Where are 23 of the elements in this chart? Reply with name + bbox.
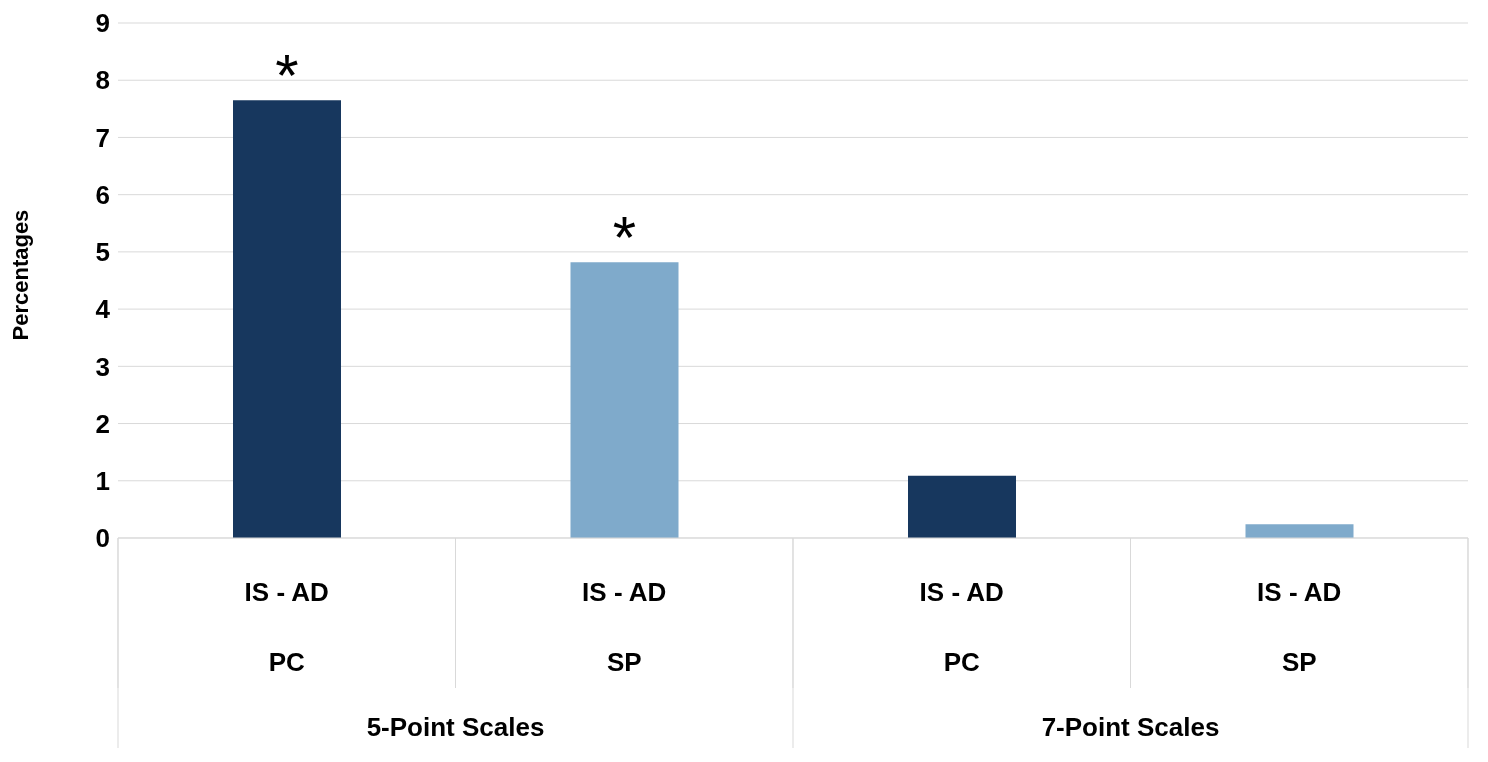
bar <box>1245 524 1354 538</box>
y-axis-title: Percentages <box>7 209 33 341</box>
y-tick-label: 4 <box>95 294 111 325</box>
y-tick-label: 3 <box>95 351 110 382</box>
bar <box>908 475 1016 538</box>
y-tick-label: 5 <box>95 237 110 268</box>
category-label: IS - AD SP <box>582 577 667 677</box>
data-label: * <box>612 204 637 272</box>
y-tick-label: 1 <box>95 466 110 497</box>
y-tick-label: 6 <box>95 179 110 210</box>
bar <box>570 262 679 538</box>
text: 7-Point Scales <box>1041 712 1220 742</box>
category-label: IS - AD PC <box>919 577 1004 677</box>
y-tick-label: 0 <box>95 523 110 554</box>
y-tick-label: 9 <box>95 8 110 39</box>
y-tick-label: 7 <box>95 122 110 153</box>
category-label: IS - AD SP <box>1257 577 1342 677</box>
y-tick-label: 8 <box>95 65 110 96</box>
data-label: * <box>275 42 299 110</box>
y-tick-label: 2 <box>95 408 110 439</box>
bar <box>233 100 341 538</box>
text: 5-Point Scales <box>366 712 545 742</box>
category-label: IS - AD PC <box>244 577 329 677</box>
